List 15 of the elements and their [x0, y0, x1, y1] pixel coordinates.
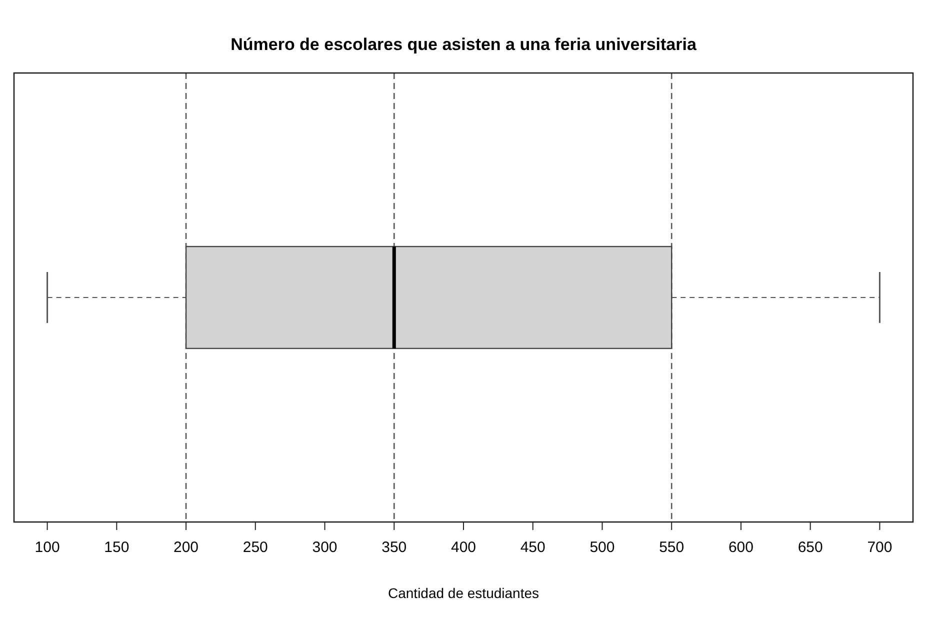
x-tick-label: 500: [590, 539, 615, 556]
x-tick-label: 350: [382, 539, 407, 556]
x-tick-label: 550: [659, 539, 684, 556]
x-tick-label: 400: [450, 539, 476, 556]
chart-title: Número de escolares que asisten a una feria universitaria: [230, 35, 697, 54]
x-tick-label: 450: [520, 539, 546, 556]
x-tick-label: 150: [104, 539, 130, 556]
x-axis-title: Cantidad de estudiantes: [388, 585, 539, 601]
x-tick-label: 700: [867, 539, 892, 556]
x-tick-label: 300: [312, 539, 338, 556]
x-tick-label: 200: [174, 539, 199, 556]
x-tick-label: 600: [728, 539, 754, 556]
x-tick-label: 250: [242, 539, 268, 556]
x-tick-label: 650: [798, 539, 823, 556]
x-tick-label: 100: [34, 539, 60, 556]
